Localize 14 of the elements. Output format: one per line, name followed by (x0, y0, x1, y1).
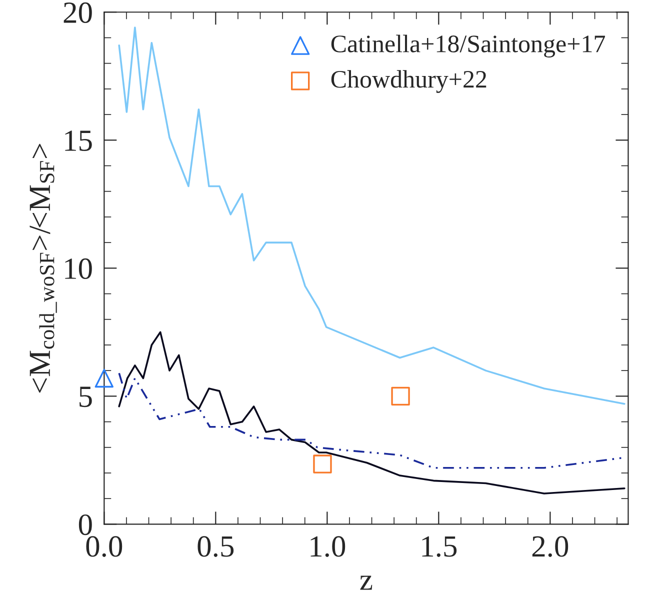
x-axis-title: z (360, 576, 372, 590)
y-tick-label: 20 (64, 2, 92, 24)
x-tick-label: 0.0 (86, 536, 122, 557)
y-tick-label: 10 (65, 258, 92, 280)
legend-label: Catinella+18/Saintonge+17 (331, 34, 605, 58)
x-tick-label: 2.0 (532, 536, 568, 557)
y-axis-title: <M$_{cold_woSF}$>/<M$_{SF}$> (30, 144, 57, 393)
x-tick-label: 1.5 (422, 536, 457, 557)
y-tick-label: 15 (65, 130, 92, 152)
y-tick-label: 0 (78, 514, 92, 536)
y-tick-label: 5 (80, 386, 92, 408)
x-tick-label: 1.0 (310, 536, 346, 557)
legend-label: Chowdhury+22 (331, 70, 486, 93)
x-tick-label: 0.5 (198, 536, 234, 557)
